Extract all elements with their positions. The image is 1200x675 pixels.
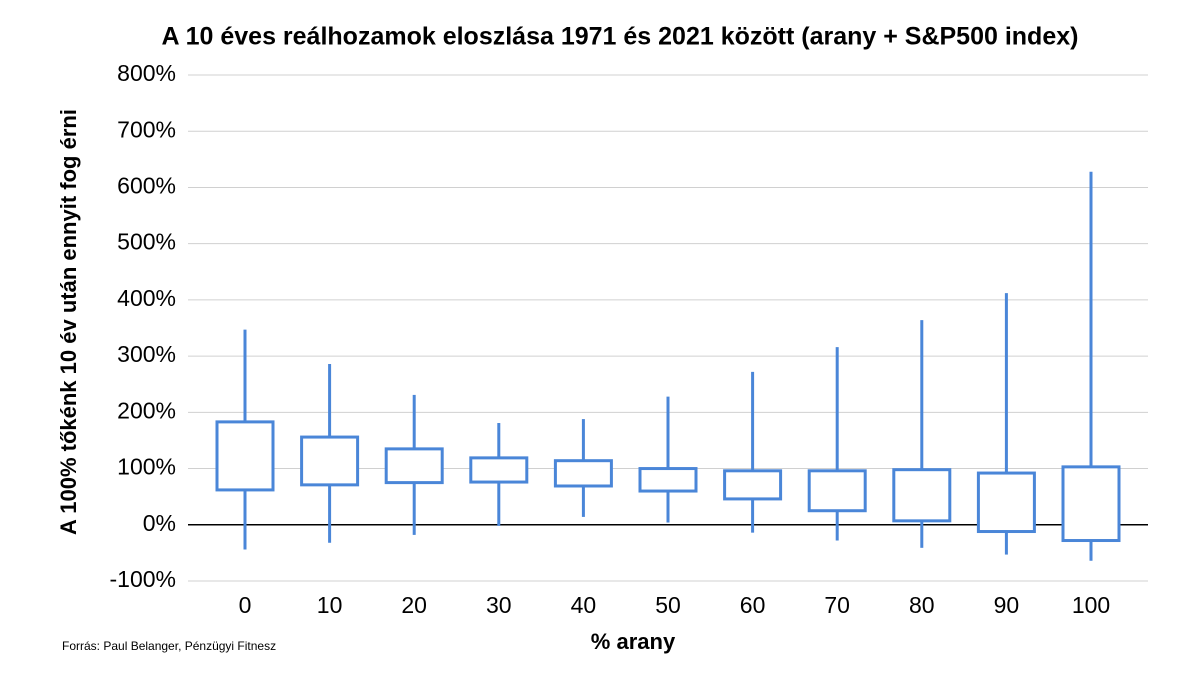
box	[723, 469, 783, 501]
x-tick-label: 50	[655, 592, 681, 618]
y-axis-label: A 100% tőkénk 10 év után ennyit fog érni	[56, 109, 81, 535]
y-tick-label: 0%	[143, 510, 176, 536]
y-tick-label: 200%	[117, 397, 176, 423]
x-tick-label: 10	[317, 592, 343, 618]
box	[1061, 465, 1121, 543]
x-tick-label: 70	[824, 592, 850, 618]
box	[553, 459, 613, 488]
box	[807, 469, 867, 513]
box	[300, 435, 360, 487]
y-tick-label: 100%	[117, 454, 176, 480]
x-axis-label: % arany	[591, 629, 676, 654]
box	[976, 471, 1036, 534]
x-tick-label: 90	[994, 592, 1020, 618]
source-note: Forrás: Paul Belanger, Pénzügyi Fitnesz	[62, 639, 276, 653]
box	[892, 468, 952, 523]
y-tick-label: 800%	[117, 60, 176, 86]
box	[215, 420, 275, 492]
x-tick-label: 30	[486, 592, 512, 618]
box	[638, 467, 698, 493]
x-tick-label: 100	[1072, 592, 1110, 618]
chart-title: A 10 éves reálhozamok eloszlása 1971 és …	[162, 23, 1079, 51]
box	[469, 456, 529, 484]
x-tick-label: 60	[740, 592, 766, 618]
y-tick-label: 600%	[117, 173, 176, 199]
x-tick-label: 40	[571, 592, 597, 618]
y-tick-label: 400%	[117, 285, 176, 311]
box	[384, 447, 444, 485]
y-tick-label: -100%	[110, 566, 176, 592]
y-tick-label: 300%	[117, 341, 176, 367]
x-tick-label: 0	[239, 592, 252, 618]
y-tick-label: 700%	[117, 116, 176, 142]
y-tick-label: 500%	[117, 229, 176, 255]
x-tick-label: 20	[401, 592, 427, 618]
x-tick-label: 80	[909, 592, 935, 618]
